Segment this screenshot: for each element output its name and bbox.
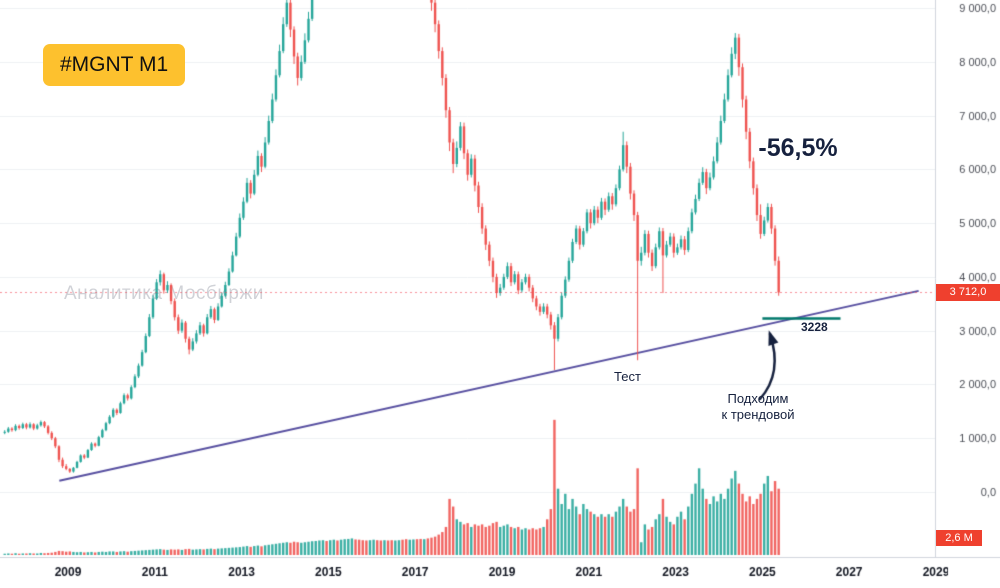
last-volume-badge: 2,6 M (936, 530, 982, 546)
support-level-label[interactable]: 3228 (801, 320, 828, 334)
approach-annotation-line1: Подходим (727, 391, 789, 406)
approach-annotation[interactable]: Подходим к трендовой (704, 391, 812, 423)
symbol-timeframe-badge[interactable]: #MGNT M1 (43, 44, 186, 86)
last-price-badge: 3 712,0 (936, 284, 1000, 301)
approach-annotation-line2: к трендовой (721, 407, 795, 422)
trendline-test-annotation[interactable]: Тест (614, 369, 641, 384)
drawdown-annotation[interactable]: -56,5% (758, 134, 838, 162)
